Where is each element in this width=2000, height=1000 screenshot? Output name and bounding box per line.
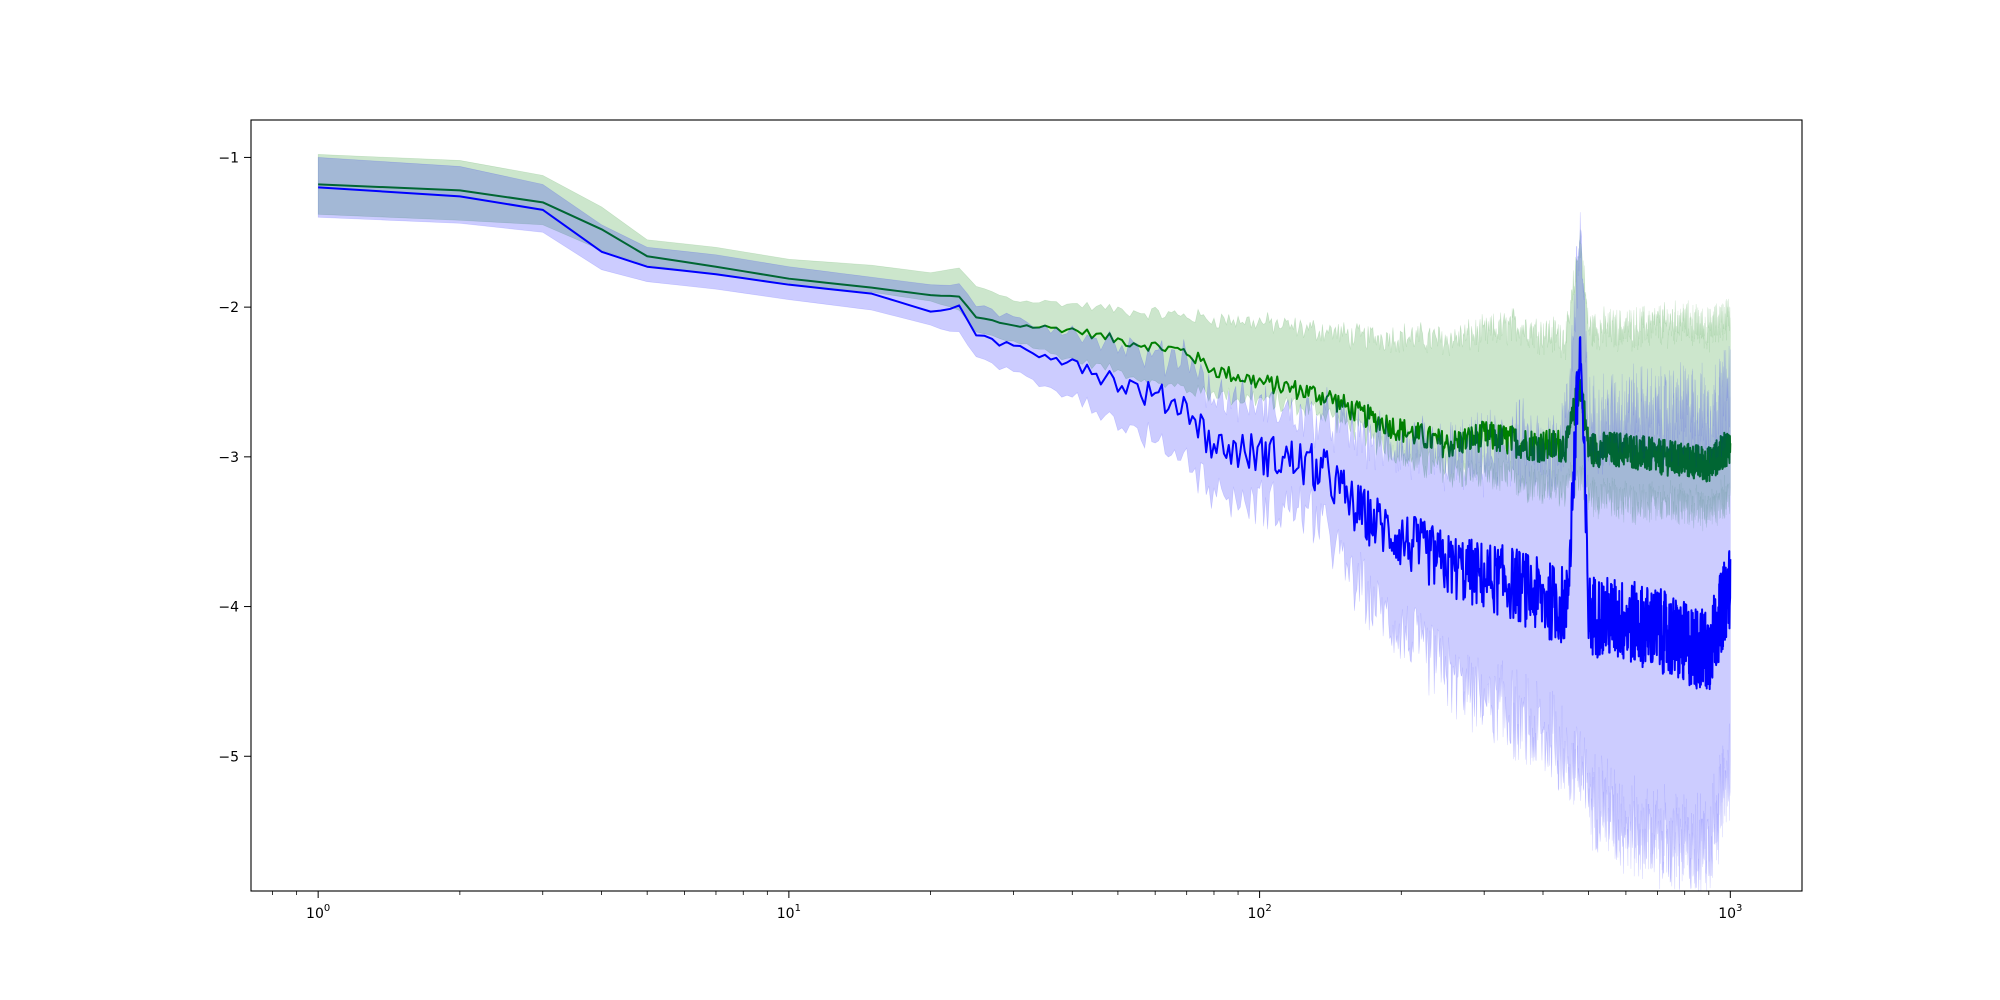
y-tick-label: −2 [218,300,239,316]
x-tick-label: 103 [1718,903,1742,922]
plot-area [317,154,1732,891]
y-tick-label: −4 [218,600,239,616]
y-tick-label: −5 [218,749,239,765]
series-1-confidence-band [317,157,1731,891]
series-0-confidence-band [317,154,1731,532]
axes-frame [250,119,1803,892]
y-tick-label: −1 [218,150,239,166]
y-tick-label: −3 [218,450,239,466]
series-1-mean-line [318,186,1732,691]
x-tick-label: 100 [306,903,330,922]
y-axis: −1 −2 −3 −4 −5 [218,150,251,765]
series-0-mean-line [318,183,1732,483]
x-tick-label: 102 [1247,903,1271,922]
x-axis: 100 101 102 103 [272,891,1742,922]
x-tick-label: 101 [777,903,801,922]
